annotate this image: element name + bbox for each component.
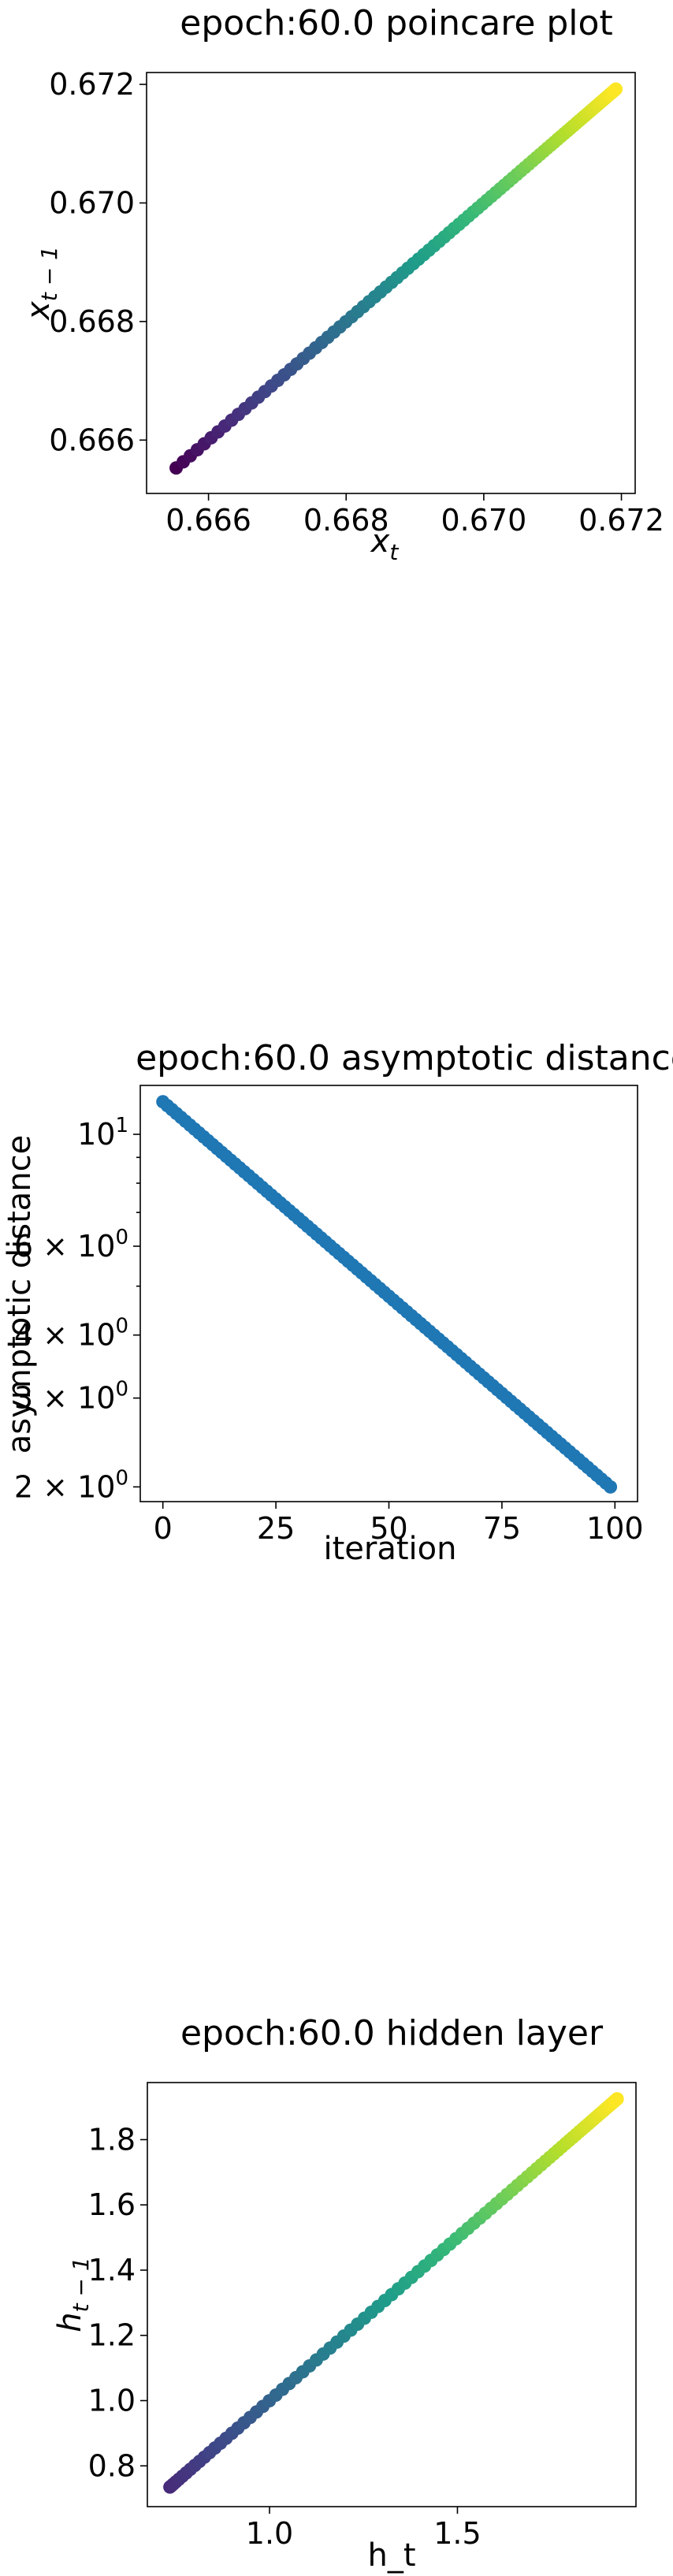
- y-tick-label: 1.2: [88, 2318, 136, 2353]
- poincare-ylabel: xt − 1: [20, 246, 62, 322]
- y-tick-label: 4 × 100: [14, 1315, 128, 1353]
- x-tick-label: 50: [370, 1511, 407, 1546]
- y-tick-label: 3 × 100: [14, 1378, 128, 1416]
- y-tick-label: 0.668: [49, 304, 135, 339]
- asymptotic-distance-chart: epoch:60.0 asymptotic distance 0 25 50 75 10…: [2, 1038, 673, 1567]
- poincare-xlabel: xt: [370, 523, 400, 565]
- poincare-point: [609, 82, 623, 96]
- y-tick-label: 2 × 100: [14, 1466, 128, 1504]
- x-tick-label: 0: [154, 1511, 173, 1546]
- x-tick-label: 75: [483, 1511, 521, 1546]
- hidden-layer-chart: epoch:60.0 hidden layer 1.0 1.5 0.8 1.0 1.2 1…: [52, 2013, 637, 2574]
- poincare-plot-frame: [146, 72, 636, 494]
- hidden-layer-title: epoch:60.0 hidden layer: [180, 2013, 604, 2053]
- poincare-title: epoch:60.0 poincare plot: [180, 3, 612, 43]
- y-tick-label: 101: [77, 1114, 128, 1152]
- x-tick-label: 0.666: [165, 503, 251, 538]
- asymptotic-plot-frame: [139, 1085, 638, 1502]
- y-tick-label: 0.670: [49, 185, 135, 220]
- y-tick-label: 0.672: [49, 67, 135, 102]
- x-tick-label: 0.670: [441, 503, 526, 538]
- poincare-chart: epoch:60.0 poincare plot 0.666 0.668 0.670…: [20, 3, 664, 565]
- x-tick-label: 1.0: [246, 2516, 293, 2551]
- y-tick-label: 1.4: [88, 2253, 136, 2288]
- hidden-layer-ylabel: ht − 1: [52, 2257, 94, 2332]
- x-tick-label: 100: [586, 1511, 644, 1546]
- asymptotic-xlabel: iteration: [324, 1531, 457, 1567]
- y-tick-label: 1.6: [88, 2187, 136, 2222]
- x-tick-label: 0.672: [578, 503, 664, 538]
- x-tick-label: 1.5: [433, 2516, 481, 2551]
- distance-point: [604, 1480, 618, 1494]
- hidden-layer-point: [610, 2092, 624, 2106]
- hidden-layer-plot-frame: [147, 2082, 637, 2507]
- hidden-layer-xlabel: h_t: [367, 2537, 415, 2574]
- x-tick-label: 0.668: [303, 503, 389, 538]
- y-tick-label: 1.8: [88, 2122, 136, 2157]
- y-tick-label: 0.8: [88, 2448, 136, 2483]
- asymptotic-ylabel: asymptotic distance: [2, 1135, 38, 1454]
- y-tick-label: 6 × 100: [14, 1226, 128, 1264]
- y-tick-label: 0.666: [49, 423, 135, 457]
- x-tick-label: 25: [257, 1511, 295, 1546]
- y-tick-label: 1.0: [88, 2384, 136, 2418]
- asymptotic-title: epoch:60.0 asymptotic distance: [136, 1038, 673, 1078]
